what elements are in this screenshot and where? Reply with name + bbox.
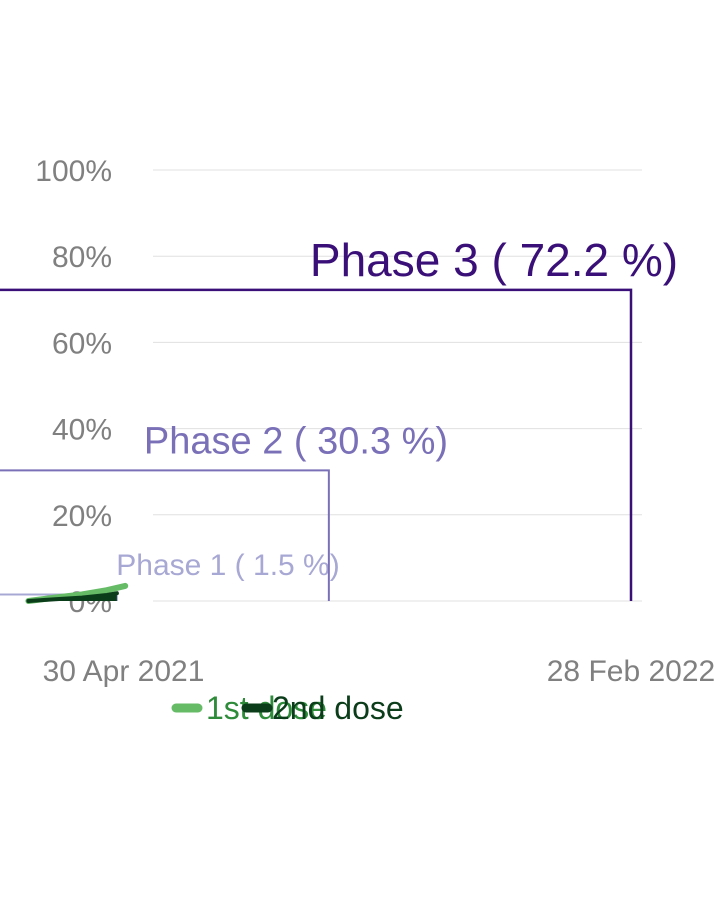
- phase-label: Phase 3 ( 72.2 %): [310, 234, 678, 286]
- y-tick-label: 60%: [52, 327, 112, 360]
- phase-target-line: [0, 469, 330, 601]
- series-lines: [25, 582, 129, 604]
- legend-label: 2nd dose: [272, 690, 404, 726]
- y-tick-label: 20%: [52, 500, 112, 533]
- phase-target-line: [0, 288, 633, 601]
- phase-label: Phase 1 ( 1.5 %): [116, 549, 339, 582]
- series-line-second-dose: [26, 591, 119, 603]
- series-area-2nd-dose: [28, 593, 117, 601]
- x-tick-label: 30 Apr 2021: [43, 655, 205, 688]
- phase-label: Phase 2 ( 30.3 %): [144, 421, 448, 463]
- y-tick-label: 80%: [52, 241, 112, 274]
- y-tick-label: 40%: [52, 414, 112, 447]
- y-tick-label: 100%: [35, 155, 112, 188]
- x-axis-ticks: 30 Apr 2021 28 Feb 2022: [43, 655, 716, 688]
- x-tick-label: 28 Feb 2022: [547, 655, 715, 688]
- gridlines: [153, 169, 642, 602]
- phase-targets: Phase 1 ( 1.5 %) Phase 2 ( 30.3 %) Phase 3…: [0, 234, 678, 601]
- y-axis-ticks: 0%20%40%60%80%100%: [35, 155, 112, 619]
